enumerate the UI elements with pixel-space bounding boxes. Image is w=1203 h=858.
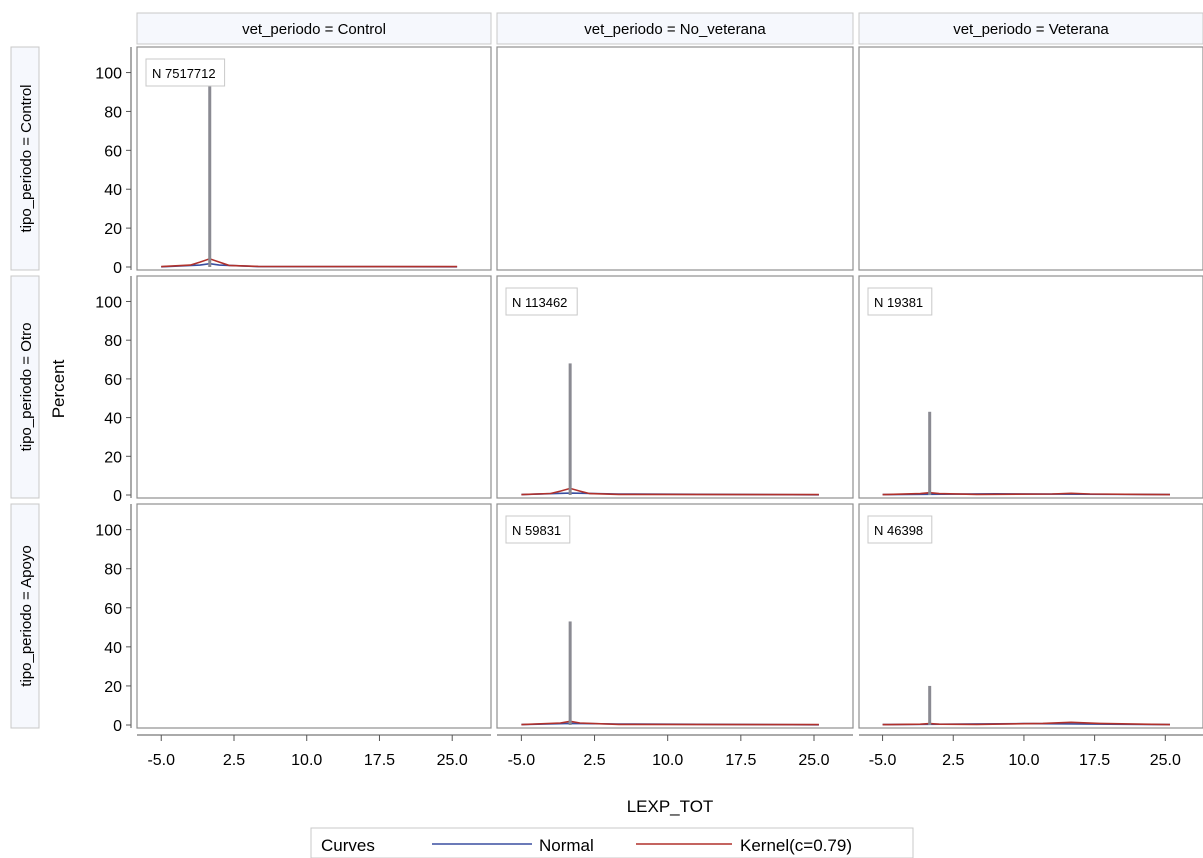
kernel-curve: [521, 487, 819, 496]
x-tick-label: 25.0: [437, 752, 468, 769]
panel: N 19381: [858, 275, 1203, 499]
y-tick-label: 100: [95, 523, 122, 540]
y-axis-label: Percent: [49, 359, 68, 418]
histogram-spike: [568, 621, 572, 725]
panel: [858, 46, 1203, 271]
x-tick-label: 2.5: [583, 752, 605, 769]
kernel-curve: [161, 257, 458, 268]
kernel-curve: [882, 721, 1171, 726]
row-header-label: tipo_periodo = Control: [18, 84, 35, 232]
y-tick-label: 0: [113, 718, 122, 735]
y-tick-label: 0: [113, 488, 122, 505]
row-header-box: [10, 503, 40, 729]
legend-title: Curves: [321, 836, 375, 855]
column-header-label: vet_periodo = No_veterana: [584, 21, 766, 38]
panels: N 7517712 N 113462 N 19381 N 59831 N 46398: [136, 46, 1203, 729]
panel-frame: [136, 503, 492, 729]
x-axis-label: LEXP_TOT: [627, 797, 714, 816]
row-header-label: tipo_periodo = Otro: [18, 323, 35, 452]
row-header-box: [10, 46, 40, 271]
y-tick-label: 20: [104, 679, 122, 696]
y-tick-label: 0: [113, 260, 122, 277]
x-tick-label: 17.5: [364, 752, 395, 769]
y-tick-label: 20: [104, 449, 122, 466]
panel-frame: [858, 46, 1203, 271]
legend-frame: [310, 827, 914, 858]
n-label-box: [145, 58, 226, 87]
n-label-box: [505, 287, 578, 316]
y-tick-label: 40: [104, 182, 122, 199]
x-tick-label: 10.0: [291, 752, 322, 769]
panel: N 113462: [496, 275, 854, 499]
n-label: N 46398: [874, 523, 923, 538]
panel: [496, 46, 854, 271]
panel: N 46398: [858, 503, 1203, 729]
n-label: N 19381: [874, 295, 923, 310]
y-tick-label: 80: [104, 333, 122, 350]
column-headers: vet_periodo = Control vet_periodo = No_ve…: [136, 12, 1203, 45]
legend-kernel-label: Kernel(c=0.79): [740, 836, 852, 855]
panel: N 7517712: [136, 46, 492, 271]
panel-frame: [136, 275, 492, 499]
panel: N 59831: [496, 503, 854, 729]
x-tick-label: -5.0: [147, 752, 175, 769]
y-tick-label: 60: [104, 372, 122, 389]
histogram-spike: [568, 363, 572, 495]
column-header-label: vet_periodo = Control: [242, 21, 386, 38]
y-tick-label: 100: [95, 66, 122, 83]
legend: Curves Normal Kernel(c=0.79): [310, 827, 914, 858]
n-label: N 7517712: [152, 66, 216, 81]
column-header-label: vet_periodo = Veterana: [953, 21, 1109, 38]
x-tick-label: 17.5: [725, 752, 756, 769]
y-tick-label: 40: [104, 640, 122, 657]
y-tick-label: 80: [104, 104, 122, 121]
y-tick-label: 40: [104, 411, 122, 428]
y-tick-label: 60: [104, 601, 122, 618]
x-axis: -5.0 2.5 10.0 17.5 25.0 -5.0 2.5 10.0 17.5 25.0 -5…: [137, 734, 1203, 769]
row-headers: tipo_periodo = Control tipo_periodo = Otr…: [10, 46, 40, 729]
column-header-box: [858, 12, 1203, 45]
histogram-spike: [928, 685, 932, 725]
panel-frame: [496, 46, 854, 271]
y-tick-label: 100: [95, 294, 122, 311]
n-label-box: [505, 515, 571, 544]
legend-normal-label: Normal: [539, 836, 594, 855]
x-tick-label: 25.0: [798, 752, 829, 769]
panel: [136, 275, 492, 499]
x-tick-label: 17.5: [1079, 752, 1110, 769]
n-label: N 113462: [512, 295, 567, 310]
y-axis: 0 20 40 60 80 100 0 20 40 60 80 100 0 20 40 60 80 100: [95, 47, 132, 735]
histogram-spike: [928, 411, 932, 495]
x-tick-label: -5.0: [869, 752, 897, 769]
histogram-spike: [208, 72, 212, 267]
n-label-box: [867, 515, 933, 544]
x-tick-label: 2.5: [223, 752, 245, 769]
panel: [136, 503, 492, 729]
n-label-box: [867, 287, 933, 316]
kernel-curve: [521, 720, 819, 726]
x-tick-label: 2.5: [942, 752, 964, 769]
x-tick-label: 10.0: [652, 752, 683, 769]
n-label: N 59831: [512, 523, 561, 538]
kernel-curve: [882, 491, 1171, 496]
y-tick-label: 60: [104, 143, 122, 160]
x-tick-label: -5.0: [508, 752, 536, 769]
y-tick-label: 80: [104, 562, 122, 579]
row-header-box: [10, 275, 40, 499]
x-tick-label: 10.0: [1008, 752, 1039, 769]
y-tick-label: 20: [104, 221, 122, 238]
row-header-label: tipo_periodo = Apoyo: [18, 545, 35, 686]
x-tick-label: 25.0: [1150, 752, 1181, 769]
column-header-box: [496, 12, 854, 45]
column-header-box: [136, 12, 492, 45]
